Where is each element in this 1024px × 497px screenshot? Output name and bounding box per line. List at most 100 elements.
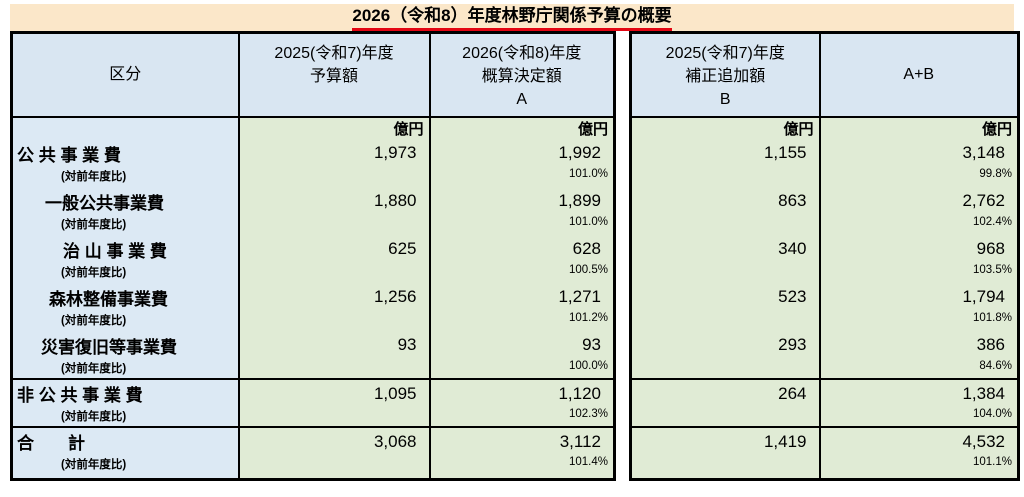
- total-amount: 2,762: [818, 186, 1020, 216]
- total-amount: 386: [818, 330, 1020, 360]
- table-row: 1,155 3,148: [629, 138, 1020, 168]
- header-decision-line3: A: [516, 91, 528, 108]
- budget-amount: 625: [237, 234, 431, 264]
- yoy-label: (対前年度比): [10, 407, 240, 427]
- budget-amount: 1,973: [237, 138, 431, 168]
- table-row-pct: (対前年度比) 102.3%: [10, 407, 616, 427]
- header-a-plus-b: A+B: [818, 32, 1020, 118]
- table-gap: [616, 31, 629, 481]
- decision-pct: 101.0%: [428, 215, 616, 235]
- table-row-pct: (対前年度比) 100.5%: [10, 263, 616, 283]
- budget-amount: 93: [237, 330, 431, 360]
- category-label: 森林整備事業費: [10, 282, 240, 312]
- table-row-pct: 101.8%: [629, 311, 1020, 331]
- budget-table-right: 2025(令和7)年度 補正追加額 B A+B 億円 億円 1,155 3,14…: [629, 31, 1020, 481]
- header-decision-2026: 2026(令和8)年度 概算決定額 A: [428, 32, 616, 118]
- decision-amount: 3,112: [428, 425, 616, 456]
- table-row: 293 386: [629, 330, 1020, 360]
- header-decision-line2: 概算決定額: [481, 68, 562, 85]
- supplement-amount: 1,155: [629, 138, 821, 168]
- decision-amount: 628: [428, 234, 616, 264]
- total-amount: 4,532: [818, 425, 1020, 456]
- yoy-label: (対前年度比): [10, 167, 240, 187]
- total-amount: 1,794: [818, 282, 1020, 312]
- table-row-pct: (対前年度比) 101.2%: [10, 311, 616, 331]
- unit-label: 億円: [428, 116, 616, 139]
- title-bar: 2026（令和8）年度林野庁関係予算の概要: [10, 4, 1014, 31]
- table-row-pct: (対前年度比) 100.0%: [10, 359, 616, 379]
- yoy-label: (対前年度比): [10, 455, 240, 480]
- decision-pct: 100.0%: [428, 359, 616, 379]
- category-label: 一般公共事業費: [10, 186, 240, 216]
- table-row: 合 計 3,068 3,112: [10, 425, 616, 456]
- total-amount: 1,384: [818, 377, 1020, 408]
- category-label: 治 山 事 業 費: [10, 234, 240, 264]
- budget-amount: 1,256: [237, 282, 431, 312]
- budget-amount: 3,068: [237, 425, 431, 456]
- unit-label: 億円: [629, 116, 821, 139]
- total-pct: 104.0%: [818, 407, 1020, 427]
- decision-amount: 93: [428, 330, 616, 360]
- yoy-label: (対前年度比): [10, 359, 240, 379]
- decision-amount: 1,271: [428, 282, 616, 312]
- table-row-pct: 103.5%: [629, 263, 1020, 283]
- yoy-label: (対前年度比): [10, 263, 240, 283]
- header-supplement-line3: B: [719, 91, 731, 108]
- table-row-pct: 101.1%: [629, 455, 1020, 480]
- supplement-amount: 340: [629, 234, 821, 264]
- table-row-pct: (対前年度比) 101.0%: [10, 215, 616, 235]
- decision-amount: 1,899: [428, 186, 616, 216]
- header-row: 2025(令和7)年度 補正追加額 B A+B: [629, 32, 1020, 118]
- header-category: 区分: [10, 32, 240, 118]
- category-label: 災害復旧等事業費: [10, 330, 240, 360]
- page-title: 2026（令和8）年度林野庁関係予算の概要: [352, 4, 672, 31]
- total-pct: 101.1%: [818, 455, 1020, 480]
- header-supplement-2025: 2025(令和7)年度 補正追加額 B: [629, 32, 821, 118]
- decision-pct: 102.3%: [428, 407, 616, 427]
- supplement-amount: 264: [629, 377, 821, 408]
- header-supplement-line1: 2025(令和7)年度: [665, 45, 785, 62]
- header-budget-line2: 予算額: [309, 68, 358, 85]
- table-row: 非 公 共 事 業 費 1,095 1,120: [10, 377, 616, 408]
- table-row: 523 1,794: [629, 282, 1020, 312]
- table-row: 森林整備事業費 1,256 1,271: [10, 282, 616, 312]
- budget-amount: 1,095: [237, 377, 431, 408]
- header-budget-2025: 2025(令和7)年度 予算額: [237, 32, 431, 118]
- decision-pct: 101.0%: [428, 167, 616, 187]
- unit-row: 億円 億円: [629, 116, 1020, 139]
- supplement-amount: 1,419: [629, 425, 821, 456]
- decision-pct: 101.2%: [428, 311, 616, 331]
- unit-label: 億円: [818, 116, 1020, 139]
- decision-amount: 1,120: [428, 377, 616, 408]
- table-row: 公 共 事 業 費 1,973 1,992: [10, 138, 616, 168]
- total-pct: 102.4%: [818, 215, 1020, 235]
- table-row: 災害復旧等事業費 93 93: [10, 330, 616, 360]
- supplement-amount: 863: [629, 186, 821, 216]
- total-amount: 968: [818, 234, 1020, 264]
- decision-amount: 1,992: [428, 138, 616, 168]
- table-row: 863 2,762: [629, 186, 1020, 216]
- budget-tables: 区分 2025(令和7)年度 予算額 2026(令和8)年度 概算決定額 A 億…: [10, 31, 1020, 481]
- supplement-amount: 523: [629, 282, 821, 312]
- header-supplement-line2: 補正追加額: [685, 68, 766, 85]
- table-row: 治 山 事 業 費 625 628: [10, 234, 616, 264]
- supplement-amount: 293: [629, 330, 821, 360]
- table-row: 340 968: [629, 234, 1020, 264]
- table-row-pct: 99.8%: [629, 167, 1020, 187]
- total-pct: 84.6%: [818, 359, 1020, 379]
- category-label: 非 公 共 事 業 費: [10, 377, 240, 408]
- category-label: 公 共 事 業 費: [10, 138, 240, 168]
- total-pct: 99.8%: [818, 167, 1020, 187]
- table-row-pct: 102.4%: [629, 215, 1020, 235]
- total-pct: 101.8%: [818, 311, 1020, 331]
- header-decision-line1: 2026(令和8)年度: [462, 45, 582, 62]
- decision-pct: 101.4%: [428, 455, 616, 480]
- budget-amount: 1,880: [237, 186, 431, 216]
- unit-row: 億円 億円: [10, 116, 616, 139]
- table-row: 一般公共事業費 1,880 1,899: [10, 186, 616, 216]
- category-label: 合 計: [10, 425, 240, 456]
- unit-label: 億円: [237, 116, 431, 139]
- header-row: 区分 2025(令和7)年度 予算額 2026(令和8)年度 概算決定額 A: [10, 32, 616, 118]
- header-budget-line1: 2025(令和7)年度: [274, 45, 394, 62]
- table-row-pct: (対前年度比) 101.0%: [10, 167, 616, 187]
